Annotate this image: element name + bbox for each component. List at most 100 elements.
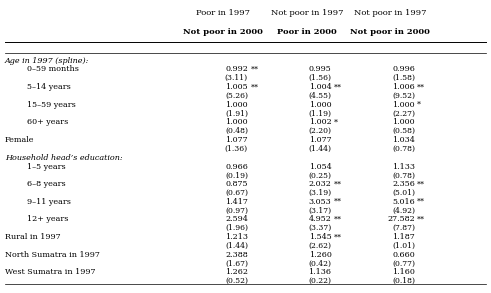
Text: 1.417: 1.417 (225, 198, 248, 206)
Text: 1.133: 1.133 (392, 163, 415, 171)
Text: (0.58): (0.58) (392, 127, 415, 135)
Text: **: ** (334, 180, 342, 188)
Text: **: ** (250, 66, 258, 74)
Text: West Sumatra in 1997: West Sumatra in 1997 (5, 268, 95, 276)
Text: 15–59 years: 15–59 years (27, 101, 76, 109)
Text: Rural in 1997: Rural in 1997 (5, 233, 60, 241)
Text: (7.87): (7.87) (392, 224, 415, 232)
Text: 1.077: 1.077 (225, 136, 248, 144)
Text: (3.11): (3.11) (225, 74, 248, 82)
Text: 12+ years: 12+ years (27, 215, 68, 224)
Text: (9.52): (9.52) (392, 92, 415, 100)
Text: 2.032: 2.032 (308, 180, 331, 188)
Text: **: ** (334, 215, 342, 224)
Text: 1.260: 1.260 (308, 251, 331, 259)
Text: 1.002: 1.002 (309, 118, 331, 127)
Text: 1.545: 1.545 (309, 233, 331, 241)
Text: 1–5 years: 1–5 years (27, 163, 66, 171)
Text: 1.000: 1.000 (392, 118, 415, 127)
Text: 1.004: 1.004 (309, 83, 331, 91)
Text: Poor in 1997: Poor in 1997 (196, 9, 250, 17)
Text: 0.995: 0.995 (309, 66, 331, 74)
Text: 60+ years: 60+ years (27, 118, 68, 127)
Text: (0.67): (0.67) (225, 189, 248, 197)
Text: (0.18): (0.18) (392, 277, 415, 285)
Text: 6–8 years: 6–8 years (27, 180, 66, 188)
Text: 1.054: 1.054 (309, 163, 331, 171)
Text: (4.92): (4.92) (392, 207, 415, 215)
Text: 2.388: 2.388 (225, 251, 248, 259)
Text: (1.01): (1.01) (392, 242, 415, 250)
Text: 1.000: 1.000 (309, 101, 331, 109)
Text: 2.594: 2.594 (225, 215, 248, 224)
Text: Not poor in 2000: Not poor in 2000 (351, 28, 430, 36)
Text: (3.37): (3.37) (308, 224, 331, 232)
Text: 1.136: 1.136 (308, 268, 331, 276)
Text: **: ** (417, 215, 425, 224)
Text: **: ** (334, 198, 342, 206)
Text: Not poor in 1997: Not poor in 1997 (271, 9, 343, 17)
Text: (0.22): (0.22) (308, 277, 331, 285)
Text: 1.005: 1.005 (225, 83, 248, 91)
Text: Age in 1997 (spline):: Age in 1997 (spline): (5, 57, 89, 65)
Text: 5–14 years: 5–14 years (27, 83, 71, 91)
Text: Poor in 2000: Poor in 2000 (277, 28, 337, 36)
Text: **: ** (334, 233, 342, 241)
Text: 0.992: 0.992 (225, 66, 248, 74)
Text: 0.996: 0.996 (392, 66, 415, 74)
Text: North Sumatra in 1997: North Sumatra in 1997 (5, 251, 100, 259)
Text: (1.19): (1.19) (308, 110, 331, 117)
Text: (0.52): (0.52) (225, 277, 248, 285)
Text: 1.006: 1.006 (392, 83, 415, 91)
Text: 5.016: 5.016 (392, 198, 415, 206)
Text: Household head’s education:: Household head’s education: (5, 154, 123, 162)
Text: **: ** (250, 83, 258, 91)
Text: 1.262: 1.262 (225, 268, 248, 276)
Text: 1.000: 1.000 (225, 101, 248, 109)
Text: (1.56): (1.56) (308, 74, 331, 82)
Text: 27.582: 27.582 (387, 215, 415, 224)
Text: 1.160: 1.160 (392, 268, 415, 276)
Text: Female: Female (5, 136, 34, 144)
Text: 1.213: 1.213 (225, 233, 248, 241)
Text: **: ** (417, 83, 425, 91)
Text: (0.42): (0.42) (308, 260, 331, 268)
Text: (1.96): (1.96) (225, 224, 248, 232)
Text: (3.17): (3.17) (308, 207, 331, 215)
Text: (1.44): (1.44) (308, 145, 331, 153)
Text: (0.77): (0.77) (392, 260, 415, 268)
Text: (1.91): (1.91) (225, 110, 248, 117)
Text: (0.48): (0.48) (225, 127, 248, 135)
Text: 0.966: 0.966 (225, 163, 248, 171)
Text: **: ** (417, 198, 425, 206)
Text: (0.78): (0.78) (392, 171, 415, 179)
Text: Not poor in 2000: Not poor in 2000 (184, 28, 263, 36)
Text: (2.20): (2.20) (308, 127, 331, 135)
Text: (1.58): (1.58) (392, 74, 415, 82)
Text: 1.077: 1.077 (309, 136, 331, 144)
Text: (2.62): (2.62) (308, 242, 331, 250)
Text: (0.97): (0.97) (225, 207, 248, 215)
Text: (5.26): (5.26) (225, 92, 248, 100)
Text: 4.952: 4.952 (308, 215, 331, 224)
Text: (2.27): (2.27) (392, 110, 415, 117)
Text: (0.78): (0.78) (392, 145, 415, 153)
Text: 0.660: 0.660 (392, 251, 415, 259)
Text: (0.19): (0.19) (225, 171, 248, 179)
Text: *: * (334, 118, 338, 127)
Text: (3.19): (3.19) (308, 189, 331, 197)
Text: 1.187: 1.187 (392, 233, 415, 241)
Text: **: ** (417, 180, 425, 188)
Text: 0.875: 0.875 (225, 180, 248, 188)
Text: 9–11 years: 9–11 years (27, 198, 71, 206)
Text: (1.36): (1.36) (225, 145, 248, 153)
Text: 1.000: 1.000 (392, 101, 415, 109)
Text: 2.356: 2.356 (392, 180, 415, 188)
Text: 1.034: 1.034 (392, 136, 415, 144)
Text: 3.053: 3.053 (309, 198, 331, 206)
Text: 0–59 months: 0–59 months (27, 66, 79, 74)
Text: **: ** (334, 83, 342, 91)
Text: (0.25): (0.25) (308, 171, 331, 179)
Text: (5.01): (5.01) (392, 189, 415, 197)
Text: (1.44): (1.44) (225, 242, 248, 250)
